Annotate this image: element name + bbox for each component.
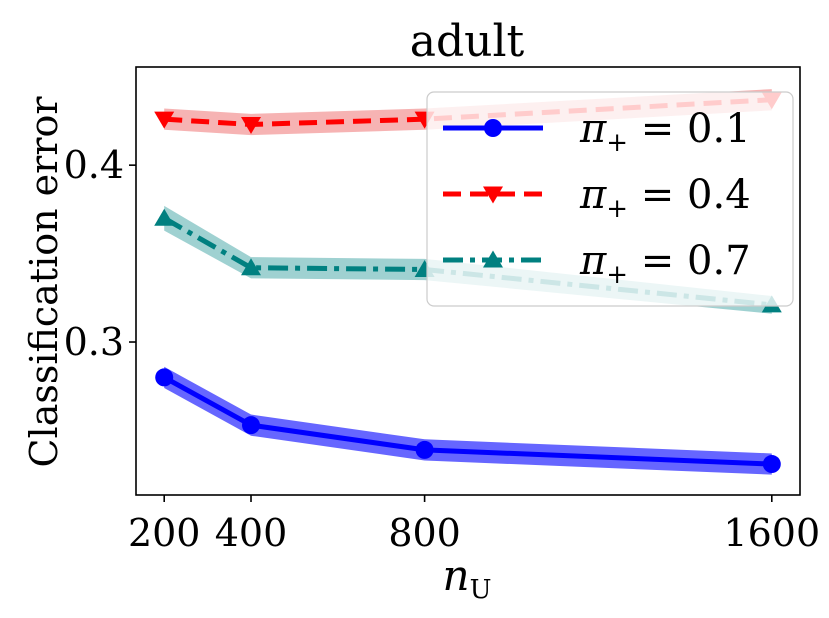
series-1-point [155,368,174,387]
legend-marker [483,186,503,204]
y-axis-label-group: Classification error [22,96,66,468]
legend-label: π+ = 0.1 [579,106,751,158]
series-2-point [154,111,175,129]
legend-item: π+ = 0.4 [443,172,751,224]
x-tick-label: 400 [215,511,288,555]
x-tick-label: 200 [128,511,201,555]
legend: π+ = 0.1 π+ = 0.4 π+ = 0.7 [426,91,794,307]
x-tick-label: 800 [388,511,461,555]
legend-marker [484,119,502,137]
legend-item: π+ = 0.1 [443,106,751,158]
series-2-point [241,116,262,134]
x-axis-label-base: n [443,551,470,600]
legend-marker [483,250,503,268]
series-1-band [164,366,772,475]
series-3-point [154,208,175,226]
plot-frame [135,66,801,496]
y-axis-label: Classification error [22,96,66,468]
x-axis-label-sub: U [470,575,492,605]
chart-title: adult [410,16,525,67]
axes: 200 400 800 1600 0.3 0.4 [64,66,820,555]
series-1-point [242,416,261,435]
series-1-line [163,375,772,467]
series-markers [154,92,782,474]
legend-label: π+ = 0.7 [579,238,751,290]
legend-box [426,91,794,307]
x-tick-label: 1600 [723,511,820,555]
series-1-point [762,455,781,474]
series-1-point [415,440,434,459]
y-tick-label: 0.4 [64,143,124,187]
legend-label: π+ = 0.4 [579,172,751,224]
series-3-point [241,258,262,276]
x-axis-label: nU [443,551,492,605]
legend-item: π+ = 0.7 [443,238,751,290]
y-tick-label: 0.3 [64,320,124,364]
